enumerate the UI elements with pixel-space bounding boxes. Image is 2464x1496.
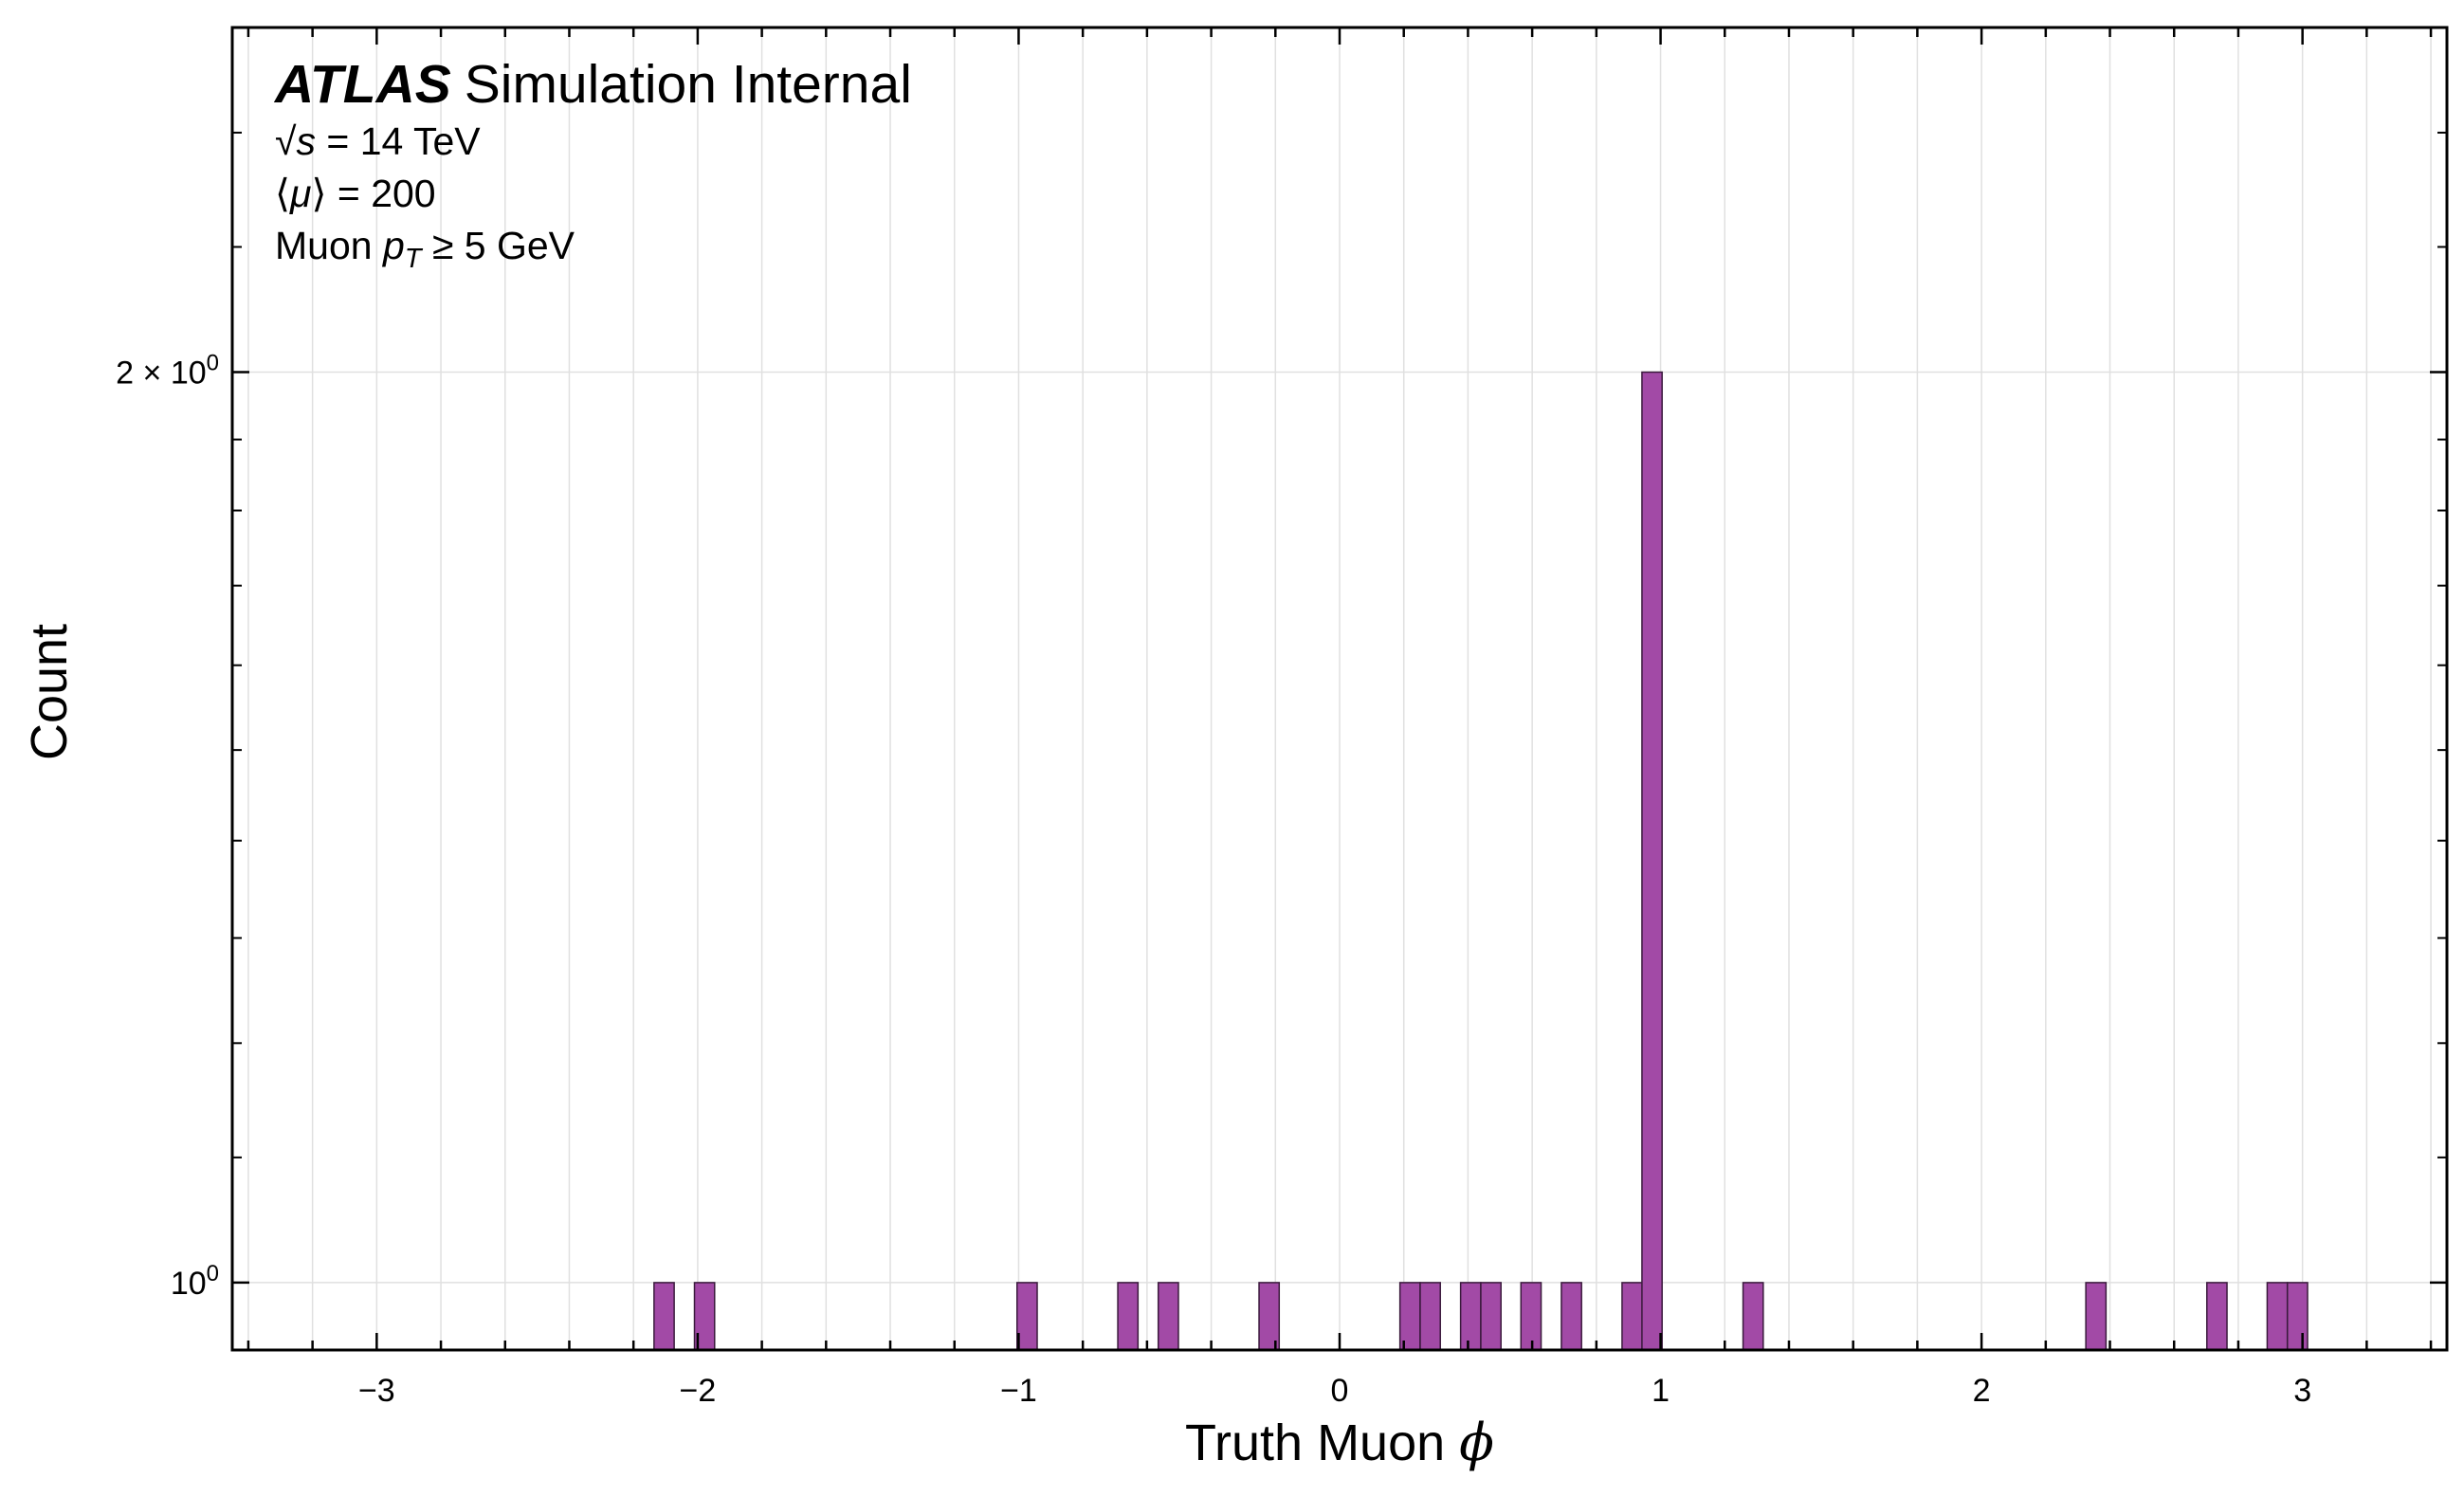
histogram-bar [2286, 1282, 2309, 1351]
histogram-bar [1157, 1282, 1179, 1351]
y-tick-label: 2 × 100 [116, 351, 219, 392]
histogram-bar [1398, 1282, 1421, 1351]
histogram-bar [1480, 1282, 1502, 1351]
histogram-bar [1117, 1282, 1140, 1351]
y-axis-title: Count [21, 624, 78, 760]
x-tick-label: 1 [1652, 1373, 1670, 1409]
axis-ticks [232, 27, 2447, 1350]
y-tick-labels: 100 2 × 100 [116, 351, 219, 1302]
info-energy-text: = 14 TeV [316, 119, 481, 163]
histogram-bar [1258, 1282, 1281, 1351]
info-pileup-var: μ [289, 172, 311, 215]
x-tick-label: 0 [1331, 1373, 1349, 1409]
info-pt-prefix: Muon [275, 224, 383, 267]
histogram-bar [2266, 1282, 2289, 1351]
info-pt-text: ≥ 5 GeV [421, 224, 575, 267]
histogram-bar [1621, 1282, 1643, 1351]
histogram-bars [653, 371, 2309, 1351]
info-pileup-text: ⟩ = 200 [311, 172, 435, 215]
histogram-bar [1641, 371, 1663, 1351]
info-energy-prefix: √ [275, 119, 297, 163]
histogram-bar [2085, 1282, 2108, 1351]
info-energy: √s = 14 TeV [275, 119, 481, 163]
x-tick-label: 2 [1973, 1373, 1991, 1409]
info-pt-cut: Muon pT ≥ 5 GeV [275, 224, 575, 274]
atlas-status-label: Simulation Internal [465, 54, 912, 115]
x-axis-title: Truth Muon ϕ [1185, 1413, 1494, 1472]
histogram-bar [2206, 1282, 2228, 1351]
x-axis-title-text: Truth Muon [1185, 1414, 1459, 1471]
y-tick-label: 100 [171, 1261, 219, 1302]
histogram-bar [1742, 1282, 1764, 1351]
x-tick-label: −3 [358, 1373, 395, 1409]
info-pileup: ⟨μ⟩ = 200 [275, 172, 436, 215]
x-tick-labels: −3 −2 −1 0 1 2 3 [358, 1373, 2311, 1409]
x-tick-label: −1 [1000, 1373, 1037, 1409]
atlas-header: ATLAS Simulation Internal [273, 54, 912, 115]
info-pt-sub: T [405, 244, 424, 274]
histogram-bar [1016, 1282, 1038, 1351]
histogram-bar [1459, 1282, 1482, 1351]
x-axis-title-symbol: ϕ [1459, 1413, 1494, 1472]
info-pt-var: p [381, 224, 405, 267]
histogram-bar [653, 1282, 675, 1351]
x-tick-label: 3 [2293, 1373, 2311, 1409]
histogram-bar [1520, 1282, 1542, 1351]
histogram-bar [1419, 1282, 1441, 1351]
atlas-experiment-label: ATLAS [273, 54, 451, 115]
histogram-bar [1561, 1282, 1582, 1351]
info-energy-var: s [297, 119, 317, 163]
info-pileup-prefix: ⟨ [275, 172, 290, 215]
x-tick-label: −2 [680, 1373, 717, 1409]
